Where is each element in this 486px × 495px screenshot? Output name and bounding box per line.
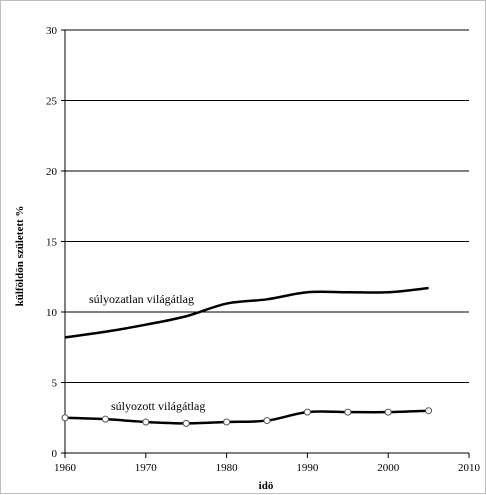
x-tick-label-1970: 1970	[135, 462, 158, 474]
series-label-unweighted: súlyozatlan világátlag	[89, 292, 194, 306]
y-tick-label-5: 5	[52, 378, 58, 390]
series-line-0	[64, 286, 429, 339]
y-tick-label-20: 20	[46, 166, 58, 178]
y-tick-label-15: 15	[46, 237, 58, 249]
y-tick-label-25: 25	[46, 96, 58, 108]
series-label-weighted: súlyozott világátlag	[111, 399, 205, 413]
grid-lines	[65, 29, 469, 383]
data-point-1-1980	[223, 418, 231, 426]
y-tick-label-10: 10	[46, 307, 58, 319]
y-tick-label-30: 30	[46, 25, 58, 37]
data-point-1-1960	[61, 414, 69, 422]
x-tick-label-1990: 1990	[296, 462, 319, 474]
x-tick-label-2010: 2010	[458, 462, 481, 474]
x-tick-label-1980: 1980	[216, 462, 239, 474]
y-tick-label-0: 0	[52, 448, 58, 460]
x-tick-label-2000: 2000	[377, 462, 400, 474]
axes	[61, 29, 470, 458]
data-point-1-1965	[101, 415, 109, 423]
x-tick-labels: 1960 1970 1980 1990 2000 2010	[54, 462, 481, 474]
x-axis-label: idö	[259, 480, 274, 492]
data-point-1-1975	[182, 419, 190, 427]
series-group	[61, 286, 433, 427]
data-point-1-1985	[263, 417, 271, 425]
data-point-1-2005	[425, 407, 433, 415]
data-point-1-1995	[344, 408, 352, 416]
x-tick-label-1960: 1960	[54, 462, 77, 474]
y-axis-label: külföldön született %	[14, 206, 26, 307]
data-point-1-2000	[384, 408, 392, 416]
series-line-1	[64, 409, 429, 425]
data-point-1-1990	[303, 408, 311, 416]
data-point-1-1970	[142, 418, 150, 426]
y-tick-labels: 0 5 10 15 20 25 30	[46, 25, 58, 460]
